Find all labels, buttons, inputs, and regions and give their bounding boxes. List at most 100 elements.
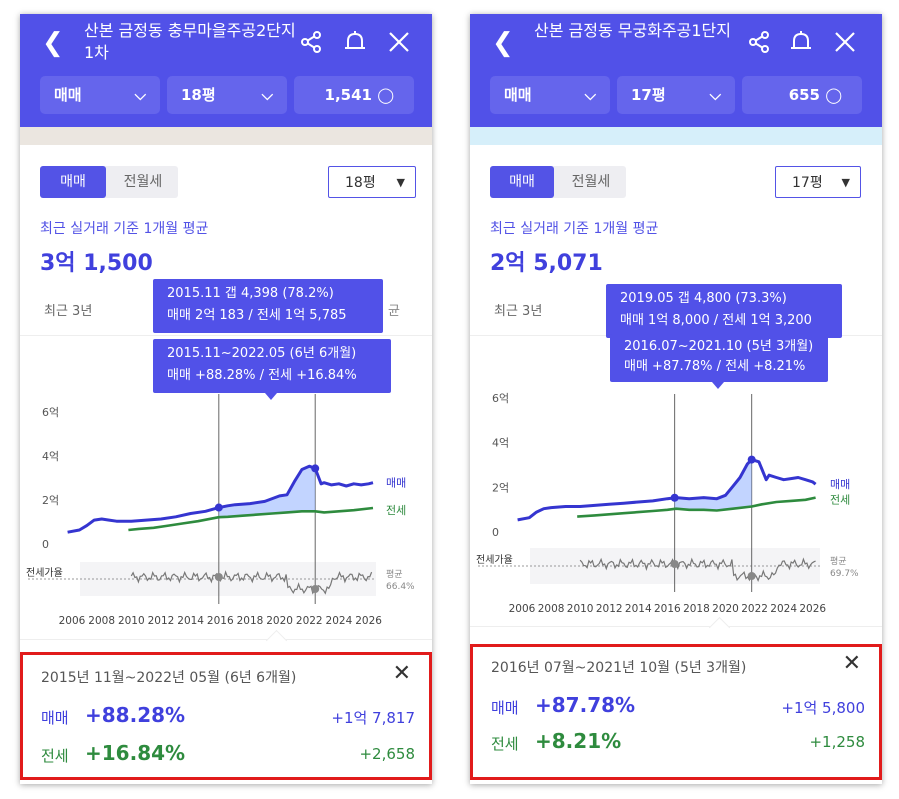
legend-sale: 매매 [830, 478, 850, 491]
y-tick-label: 2억 [42, 494, 59, 507]
summary-sale-amount: +1억 5,800 [781, 699, 865, 717]
legend-jeonse: 전세 [830, 494, 850, 507]
ratio-average-value: 66.4% [386, 582, 415, 592]
complex-title: 산본 금정동 무궁화주공1단지 [534, 21, 731, 40]
range-tooltip: 2015.11~2022.05 (6년 6개월) 매매 +88.28% / 전세… [153, 339, 391, 393]
x-tick-label: 2020 [712, 603, 739, 615]
tab-sale[interactable]: 매매 [40, 166, 106, 198]
comment-icon: ◯ [825, 86, 842, 104]
size-select[interactable]: 18평 ⌵ [167, 76, 287, 114]
y-tick-label: 2억 [492, 481, 509, 494]
x-tick-label: 2016 [207, 615, 234, 627]
x-tick-label: 2006 [509, 603, 536, 615]
ratio-marker-dot [311, 585, 320, 593]
size-dropdown[interactable]: 17평 ▼ [775, 166, 861, 198]
x-tick-label: 2026 [799, 603, 826, 615]
x-tick-label: 2014 [177, 615, 204, 627]
period-summary: 2016년 07월~2021년 10월 (5년 3개월) ✕ 매매 +87.78… [470, 644, 882, 780]
trade-type-value: 매매 [54, 86, 82, 104]
summary-period: 2015년 11월~2022년 05월 (6년 6개월) [41, 670, 297, 686]
ratio-marker-dot [747, 572, 756, 580]
range-tooltip: 2016.07~2021.10 (5년 3개월) 매매 +87.78% / 전세… [610, 334, 828, 382]
summary-jeonse-label: 전세 [491, 735, 519, 753]
comments-button[interactable]: 655 ◯ [742, 76, 862, 114]
bell-icon[interactable] [342, 29, 368, 55]
range-tooltip-line1: 2016.07~2021.10 (5년 3개월) [624, 339, 814, 354]
avg-price: 2억 5,071 [490, 251, 603, 276]
ratio-marker-dot [214, 573, 223, 581]
period-summary: 2015년 11월~2022년 05월 (6년 6개월) ✕ 매매 +88.28… [20, 652, 432, 780]
tab-rent[interactable]: 전월세 [571, 174, 611, 190]
recent-period-label[interactable]: 최근 3년 [494, 304, 543, 319]
size-dropdown-value: 17평 [792, 175, 823, 191]
banner-strip [20, 127, 432, 145]
sale-marker-dot [311, 464, 320, 473]
x-tick-label: 2008 [88, 615, 115, 627]
tab-rent[interactable]: 전월세 [123, 174, 163, 190]
close-icon[interactable]: ✕ [392, 661, 411, 686]
ratio-label: 전세가율 [26, 567, 63, 579]
size-value: 18평 [181, 86, 216, 104]
x-tick-label: 2018 [237, 615, 264, 627]
chevron-left-icon[interactable]: ❮ [42, 28, 64, 58]
y-tick-label: 0 [492, 526, 499, 539]
jeonse-series-line [128, 506, 374, 532]
summary-jeonse-amount: +2,658 [359, 745, 415, 763]
range-tooltip-line2: 매매 +87.78% / 전세 +8.21% [624, 359, 806, 374]
summary-jeonse-pct: +16.84% [85, 741, 186, 765]
ratio-line [579, 557, 816, 582]
trade-tabs: 매매 전월세 [40, 166, 178, 198]
apartment-panel-right: ❮ 산본 금정동 무궁화주공1단지 매매 ⌵ 17평 ⌵ 655 ◯ [470, 14, 882, 784]
close-icon[interactable] [832, 29, 858, 55]
share-icon[interactable] [298, 29, 324, 55]
tooltip-pointer [712, 382, 724, 389]
close-icon[interactable]: ✕ [842, 651, 861, 676]
app-header: ❮ 산본 금정동 충무마을주공2단지1차 매매 ⌵ 18평 ⌵ 1,541 [20, 14, 432, 127]
summary-sale-pct: +88.28% [85, 703, 186, 727]
summary-period: 2016년 07월~2021년 10월 (5년 3개월) [491, 660, 747, 676]
chevron-down-icon: ⌵ [709, 86, 721, 104]
gap-tooltip-line1: 2019.05 갭 4,800 (73.3%) [620, 291, 787, 306]
bell-icon[interactable] [788, 29, 814, 55]
summary-jeonse-label: 전세 [41, 747, 69, 765]
divider [20, 639, 432, 640]
legend-jeonse: 전세 [386, 504, 406, 517]
comments-button[interactable]: 1,541 ◯ [294, 76, 414, 114]
trade-type-select[interactable]: 매매 ⌵ [490, 76, 610, 114]
x-tick-label: 2020 [266, 615, 293, 627]
range-tooltip-line1: 2015.11~2022.05 (6년 6개월) [167, 346, 357, 361]
chevron-down-icon: ⌵ [584, 86, 596, 104]
x-tick-label: 2022 [741, 603, 768, 615]
x-tick-label: 2024 [770, 603, 797, 615]
gap-tooltip-line2: 매매 1억 8,000 / 전세 1억 3,200 [620, 313, 812, 328]
range-tooltip-line2: 매매 +88.28% / 전세 +16.84% [167, 368, 357, 383]
share-icon[interactable] [746, 29, 772, 55]
size-dropdown[interactable]: 18평 ▼ [328, 166, 416, 198]
comment-count: 655 [788, 86, 820, 104]
summary-sale-label: 매매 [491, 699, 519, 717]
y-tick-label: 0 [42, 538, 49, 551]
sale-series-line [67, 464, 374, 534]
ratio-marker-dot [670, 560, 679, 568]
x-tick-label: 2008 [538, 603, 565, 615]
trade-type-select[interactable]: 매매 ⌵ [40, 76, 160, 114]
x-tick-label: 2024 [326, 615, 353, 627]
chevron-down-icon: ⌵ [261, 86, 273, 104]
recent-period-label[interactable]: 최근 3년 [44, 304, 93, 319]
size-select[interactable]: 17평 ⌵ [617, 76, 735, 114]
caret-down-icon: ▼ [396, 176, 405, 189]
x-tick-label: 2026 [355, 615, 382, 627]
avg-label: 최근 실거래 기준 1개월 평균 [40, 221, 209, 237]
divider [20, 335, 432, 336]
x-tick-label: 2010 [567, 603, 594, 615]
chevron-left-icon[interactable]: ❮ [492, 28, 514, 58]
apartment-panel-left: ❮ 산본 금정동 충무마을주공2단지1차 매매 ⌵ 18평 ⌵ 1,541 [20, 14, 432, 784]
tab-sale[interactable]: 매매 [490, 166, 554, 198]
gap-tooltip-line2: 매매 2억 183 / 전세 1억 5,785 [167, 308, 347, 323]
y-tick-label: 4억 [492, 437, 509, 450]
recent-average-label-tail: 균 [388, 304, 400, 319]
sale-marker-dot [214, 503, 223, 512]
close-icon[interactable] [386, 29, 412, 55]
